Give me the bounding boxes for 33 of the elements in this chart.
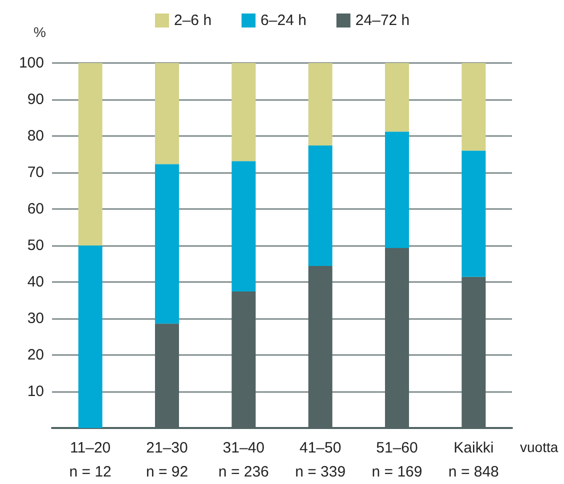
bar [308,63,332,146]
bar [462,63,486,151]
bar [232,161,256,292]
bar [308,145,332,266]
x-tick-label: 21–30 n = 92 [146,440,188,480]
y-tick-label: 90 [27,91,44,108]
bar [78,63,102,246]
y-tick-label: 70 [27,164,44,181]
y-axis-title: % [34,24,46,40]
y-tick-label: 80 [27,128,44,144]
bar [155,164,179,324]
y-tick-label: 60 [27,200,44,218]
y-tick-label: 100 [18,54,44,72]
bar [78,246,102,428]
x-axis-title: vuotta [520,439,558,455]
y-tick-label: 30 [27,310,44,327]
y-tick-label: 40 [27,274,44,290]
x-tick-label: 31–40 n = 236 [218,440,269,480]
x-tick-label: 41–50 n = 339 [295,440,346,480]
bar [385,63,409,132]
bar [232,63,256,162]
legend-label: 2–6 h [174,12,212,29]
y-tick-label: 50 [27,237,44,254]
y-tick-label: 10 [27,383,44,400]
bar [385,132,409,248]
x-tick-label: Kaikki n = 848 [448,440,499,480]
x-tick-label: 51–60 n = 169 [372,440,422,480]
bar [155,63,179,164]
x-tick-label: 11–20 n = 12 [69,440,112,480]
y-tick-label: 20 [27,346,44,364]
legend-label: 6–24 h [260,12,306,29]
legend-label: 24–72 h [355,12,410,29]
bar [462,150,486,277]
